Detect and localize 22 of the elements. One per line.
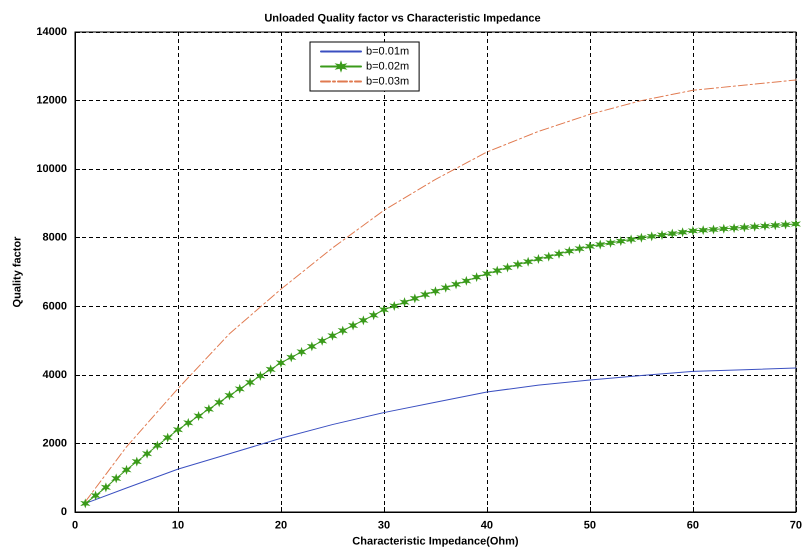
y-tick-label: 2000	[42, 437, 67, 450]
x-tick-label: 70	[790, 520, 802, 532]
x-tick-label: 0	[72, 520, 78, 532]
y-tick-label: 14000	[36, 26, 67, 38]
legend-label: b=0.01m	[366, 46, 410, 58]
y-tick-label: 8000	[42, 232, 67, 244]
y-tick-label: 6000	[42, 300, 67, 312]
y-tick-label: 10000	[36, 163, 67, 176]
x-tick-label: 60	[686, 520, 700, 532]
legend-label: b=0.02m	[366, 60, 410, 72]
chart-title: Unloaded Quality factor vs Characteristic Impedance	[264, 12, 541, 24]
x-tick-label: 10	[172, 520, 184, 532]
x-tick-label: 50	[584, 520, 596, 532]
x-axis-title: Characteristic Impedance(Ohm)	[352, 535, 519, 548]
x-tick-label: 20	[274, 520, 288, 532]
y-tick-label: 12000	[36, 94, 67, 107]
y-tick-label: 0	[60, 506, 67, 518]
x-tick-label: 30	[378, 520, 390, 532]
y-axis-title: Quality factor	[12, 236, 24, 308]
x-tick-label: 40	[480, 520, 494, 532]
legend-label: b=0.03m	[366, 76, 410, 88]
y-tick-label: 4000	[42, 368, 67, 381]
